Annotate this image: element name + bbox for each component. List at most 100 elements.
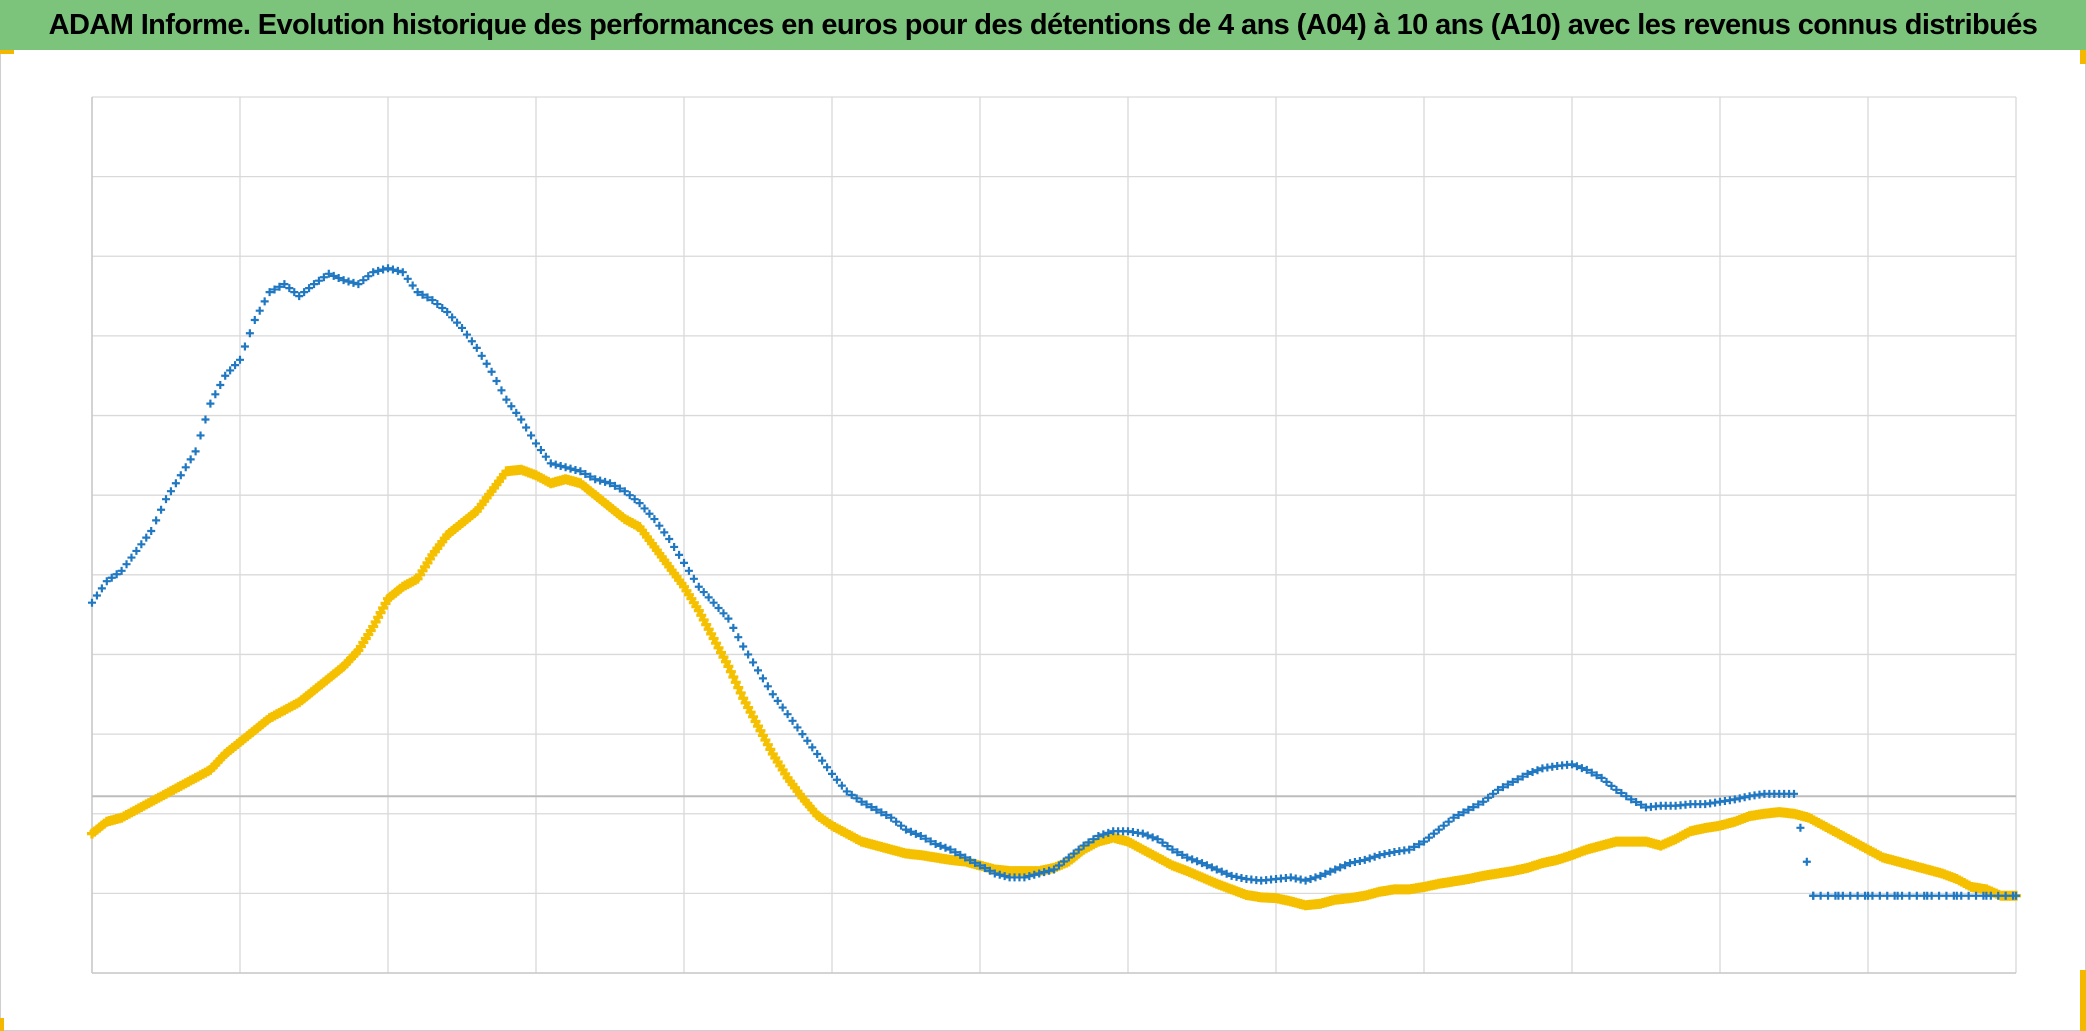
data-point	[477, 351, 486, 360]
data-point	[1935, 891, 1944, 900]
data-point	[275, 282, 284, 291]
data-point	[448, 313, 457, 322]
data-point	[255, 306, 264, 315]
data-point	[1424, 833, 1433, 842]
data-point	[1158, 838, 1167, 847]
data-point	[1212, 865, 1221, 874]
data-point	[231, 361, 240, 370]
data-point	[132, 546, 141, 555]
data-point	[512, 408, 521, 417]
data-point	[1207, 863, 1216, 872]
data-point	[250, 315, 259, 324]
data-point	[723, 661, 734, 672]
data-point	[1927, 891, 1936, 900]
data-point	[97, 584, 106, 593]
data-point	[872, 805, 881, 814]
data-point	[842, 787, 851, 796]
data-point	[1617, 789, 1626, 798]
data-point	[462, 330, 471, 339]
data-point	[349, 278, 358, 287]
data-point	[92, 591, 101, 600]
data-point	[847, 790, 856, 799]
data-point	[1143, 831, 1152, 840]
data-point	[1479, 797, 1488, 806]
data-point	[1025, 872, 1034, 881]
data-point	[995, 870, 1004, 879]
data-point	[733, 682, 744, 693]
data-point	[310, 280, 318, 289]
data-point	[122, 560, 131, 569]
data-point	[754, 666, 762, 675]
data-point	[236, 355, 244, 364]
data-point	[1198, 859, 1206, 868]
data-point	[206, 399, 215, 408]
data-point	[245, 329, 254, 338]
data-point	[453, 318, 462, 327]
data-point	[1183, 853, 1192, 862]
data-point	[1050, 865, 1058, 874]
data-point	[877, 808, 886, 817]
data-point	[892, 817, 901, 826]
data-point	[423, 293, 432, 302]
data-point	[813, 750, 822, 758]
data-point	[196, 431, 205, 440]
data-point	[112, 570, 121, 579]
data-point	[428, 296, 437, 305]
data-point	[216, 381, 225, 390]
data-point	[458, 323, 466, 332]
data-point	[1898, 891, 1907, 900]
data-point	[1592, 771, 1601, 780]
data-point	[724, 614, 733, 623]
data-point	[1572, 762, 1581, 771]
data-point	[916, 832, 925, 841]
data-point	[379, 265, 388, 274]
data-point	[1816, 891, 1825, 900]
data-point	[1912, 891, 1921, 900]
data-point	[1099, 830, 1108, 839]
data-point	[1336, 863, 1345, 872]
data-point	[689, 574, 698, 583]
data-point	[1360, 855, 1369, 864]
data-point	[670, 542, 679, 551]
data-point	[1464, 805, 1473, 814]
data-point	[1420, 837, 1428, 846]
data-point	[1577, 764, 1586, 773]
data-point	[768, 690, 777, 699]
data-point	[867, 803, 876, 812]
data-point	[107, 573, 116, 582]
data-point	[976, 861, 984, 870]
data-point	[1202, 861, 1211, 870]
data-point	[1301, 876, 1310, 885]
chart-title: ADAM Informe. Evolution historique des p…	[48, 8, 2038, 41]
data-point	[576, 467, 585, 476]
data-point	[502, 395, 511, 404]
data-point	[971, 858, 980, 867]
data-point	[1523, 769, 1532, 778]
data-point	[1035, 869, 1044, 878]
data-point	[1410, 842, 1419, 851]
data-point	[655, 521, 664, 530]
data-point	[1986, 891, 1995, 900]
data-point	[985, 866, 994, 875]
data-point	[699, 588, 708, 597]
data-point	[181, 463, 190, 472]
data-point	[546, 459, 555, 468]
data-point	[882, 811, 891, 820]
data-point	[171, 479, 180, 488]
data-point	[1341, 861, 1350, 870]
data-point	[1094, 832, 1103, 841]
data-point	[1622, 792, 1631, 801]
data-point	[1838, 891, 1847, 900]
data-point	[221, 371, 230, 380]
data-point	[487, 367, 496, 376]
data-point	[1905, 891, 1914, 900]
data-point	[418, 290, 427, 299]
data-point	[1875, 891, 1884, 900]
data-point	[606, 479, 614, 488]
data-point	[586, 472, 595, 481]
data-point	[1809, 891, 1818, 900]
data-point	[369, 268, 378, 277]
data-point	[640, 504, 649, 513]
data-point	[1972, 891, 1981, 900]
data-point	[1429, 829, 1438, 838]
